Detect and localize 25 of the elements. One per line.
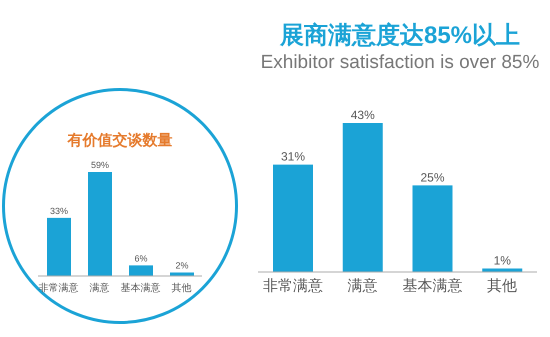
bar — [273, 165, 313, 272]
chart-title: 展商满意度达85%以上 — [278, 22, 522, 51]
x-tick-label: 满意 — [348, 278, 378, 296]
data-label: 2% — [175, 260, 189, 270]
data-label: 6% — [134, 253, 148, 264]
data-label: 59% — [90, 160, 110, 170]
bar — [129, 265, 153, 276]
data-label: 33% — [50, 206, 68, 216]
bar — [412, 186, 452, 272]
bar — [88, 172, 112, 276]
data-label: 43% — [350, 108, 376, 122]
x-tick-label: 其他 — [487, 278, 518, 296]
data-label: 25% — [420, 170, 445, 185]
x-tick-label: 其他 — [172, 282, 192, 294]
chart-subtitle: Exhibitor satisfaction is over 85% — [260, 50, 540, 75]
x-tick-label: 满意 — [90, 282, 110, 294]
x-tick-label: 基本满意 — [402, 278, 462, 296]
bar — [342, 123, 383, 272]
x-tick-label: 非常满意 — [38, 282, 78, 294]
data-label: 31% — [280, 150, 306, 164]
x-tick-label: 非常满意 — [262, 278, 323, 296]
x-tick-label: 基本满意 — [120, 282, 160, 294]
data-label: 1% — [494, 254, 512, 268]
chart-title: 有价值交谈数量 — [66, 132, 174, 150]
bar — [47, 218, 71, 276]
